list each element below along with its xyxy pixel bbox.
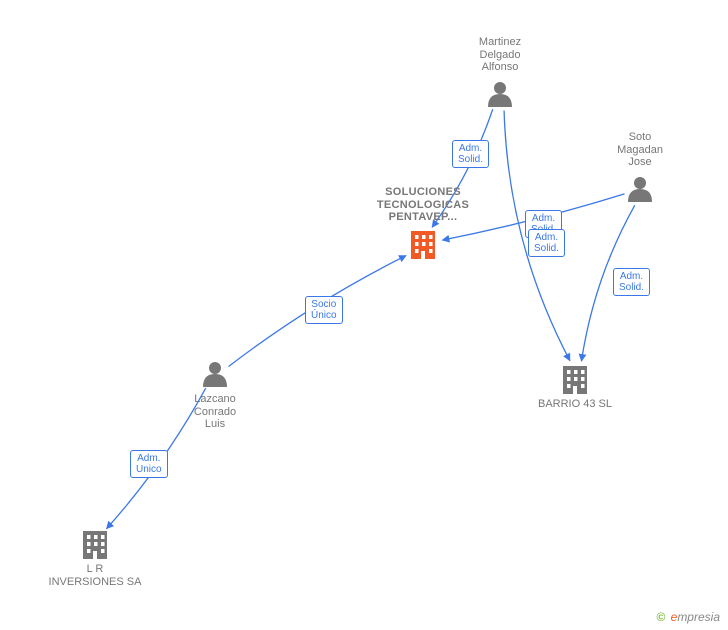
edge [229,256,406,367]
edge [581,205,634,361]
edge [107,388,206,529]
edge [432,109,493,227]
edge [504,110,570,360]
credit-footer: © empresia [656,610,720,624]
diagram-canvas [0,0,728,630]
person-icon [203,362,227,387]
person-icon [488,82,512,107]
building-icon [411,231,435,259]
building-icon [563,366,587,394]
edge [442,194,624,240]
person-icon [628,177,652,202]
copyright-symbol: © [656,610,665,624]
credit-text: mpresia [677,610,720,624]
building-icon [83,531,107,559]
